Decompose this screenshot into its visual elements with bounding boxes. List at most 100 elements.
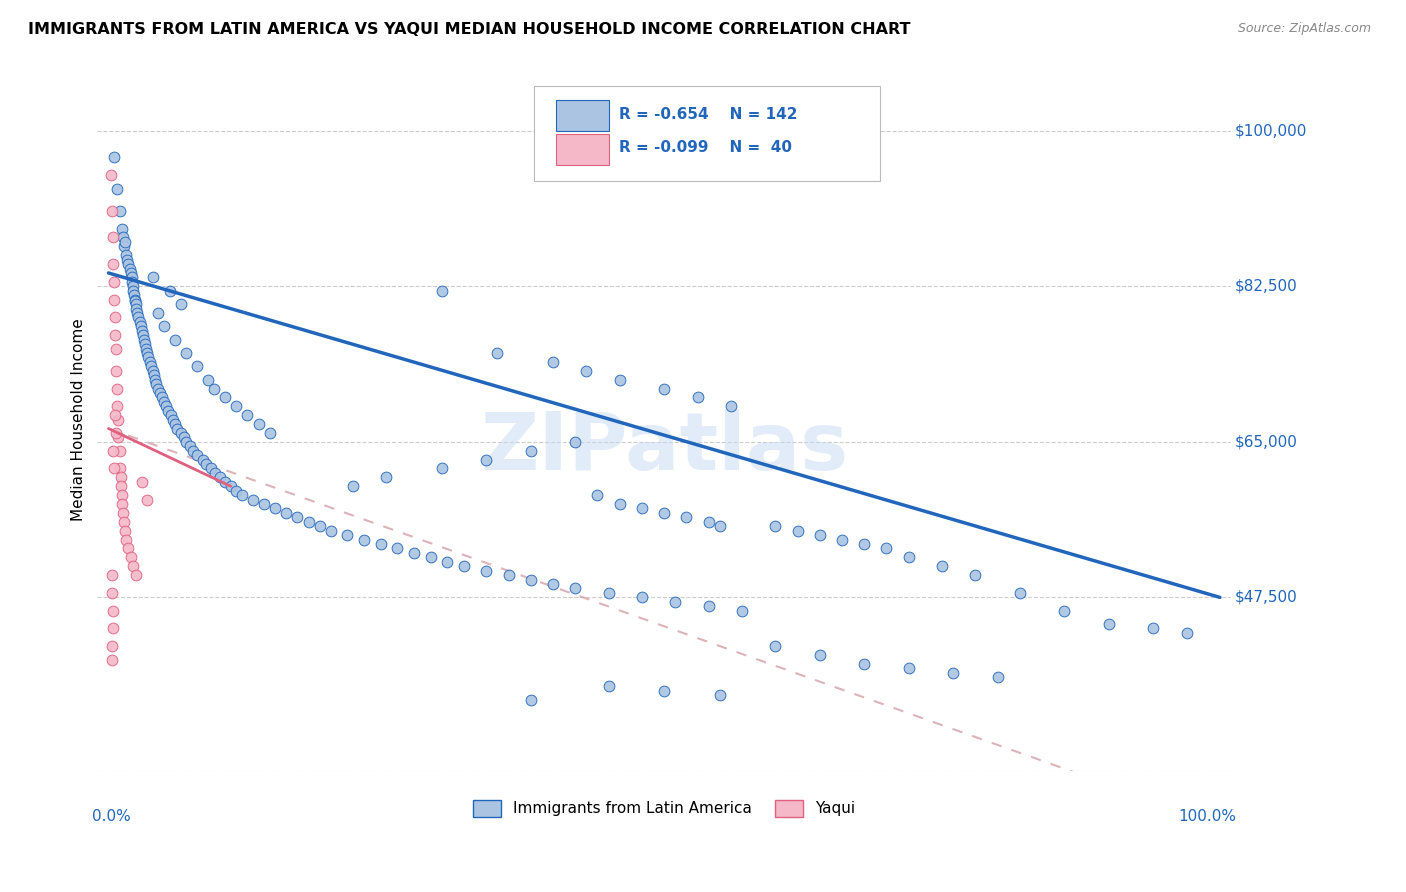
Point bbox=[586, 488, 609, 502]
Point bbox=[720, 399, 742, 413]
FancyBboxPatch shape bbox=[557, 134, 609, 165]
Point bbox=[100, 168, 122, 182]
Text: $47,500: $47,500 bbox=[1234, 590, 1298, 605]
Point bbox=[520, 692, 543, 706]
Point bbox=[104, 328, 127, 343]
Point bbox=[159, 284, 181, 298]
Point bbox=[103, 275, 125, 289]
Point bbox=[225, 399, 247, 413]
Point bbox=[808, 528, 831, 542]
Point bbox=[105, 399, 128, 413]
Point bbox=[1008, 586, 1031, 600]
Point bbox=[475, 564, 498, 578]
Point bbox=[200, 461, 222, 475]
Text: 0.0%: 0.0% bbox=[91, 809, 131, 824]
Point bbox=[150, 391, 173, 405]
Point bbox=[1053, 604, 1076, 618]
Point bbox=[675, 510, 697, 524]
Point bbox=[197, 373, 219, 387]
Point bbox=[101, 443, 124, 458]
Text: R = -0.099    N =  40: R = -0.099 N = 40 bbox=[619, 140, 792, 155]
Point bbox=[107, 412, 129, 426]
Point bbox=[541, 355, 564, 369]
Point bbox=[110, 479, 132, 493]
Point bbox=[1142, 622, 1164, 636]
Point bbox=[264, 501, 287, 516]
Point bbox=[520, 443, 543, 458]
Point bbox=[709, 688, 731, 702]
Point bbox=[353, 533, 375, 547]
Point bbox=[153, 319, 176, 334]
Text: 100.0%: 100.0% bbox=[1178, 809, 1237, 824]
Point bbox=[375, 470, 398, 484]
Text: $82,500: $82,500 bbox=[1234, 279, 1298, 293]
Point bbox=[214, 391, 236, 405]
Point bbox=[131, 475, 153, 489]
Point bbox=[108, 203, 131, 218]
Point bbox=[831, 533, 853, 547]
Point bbox=[631, 501, 654, 516]
Point bbox=[853, 657, 876, 671]
Point bbox=[598, 679, 620, 693]
Point bbox=[214, 475, 236, 489]
Point bbox=[128, 315, 150, 329]
Point bbox=[121, 270, 143, 285]
Point bbox=[173, 430, 195, 444]
Point bbox=[148, 306, 170, 320]
Point bbox=[786, 524, 808, 538]
Point bbox=[242, 492, 264, 507]
Point bbox=[697, 599, 720, 614]
Point bbox=[430, 284, 453, 298]
Point bbox=[149, 386, 172, 401]
Point bbox=[186, 359, 208, 374]
Point bbox=[121, 275, 143, 289]
Point bbox=[498, 568, 520, 582]
Point bbox=[117, 257, 139, 271]
Point bbox=[664, 595, 686, 609]
Point bbox=[336, 528, 359, 542]
Point bbox=[897, 550, 920, 565]
Point bbox=[111, 221, 134, 235]
Point bbox=[174, 434, 197, 449]
Point bbox=[253, 497, 276, 511]
Point bbox=[101, 568, 124, 582]
Point bbox=[135, 342, 157, 356]
FancyBboxPatch shape bbox=[557, 100, 609, 131]
Point bbox=[117, 252, 139, 267]
Point bbox=[195, 457, 218, 471]
Point bbox=[105, 364, 128, 378]
Point bbox=[148, 382, 170, 396]
Y-axis label: Median Household Income: Median Household Income bbox=[72, 318, 86, 521]
Point bbox=[101, 230, 124, 244]
Point bbox=[142, 364, 165, 378]
Point bbox=[101, 652, 124, 666]
Point bbox=[430, 461, 453, 475]
Point bbox=[942, 665, 965, 680]
Point bbox=[138, 355, 160, 369]
Point bbox=[125, 297, 148, 311]
Point bbox=[236, 408, 259, 422]
Point bbox=[162, 412, 184, 426]
Point bbox=[564, 434, 586, 449]
Point bbox=[129, 319, 152, 334]
Point bbox=[486, 346, 509, 360]
Point bbox=[114, 235, 136, 249]
Point bbox=[124, 294, 146, 309]
Text: R = -0.654    N = 142: R = -0.654 N = 142 bbox=[619, 107, 797, 121]
Point bbox=[204, 466, 226, 480]
Point bbox=[853, 537, 876, 551]
Point bbox=[520, 573, 543, 587]
Point bbox=[575, 364, 598, 378]
Point bbox=[259, 425, 281, 440]
Point bbox=[202, 382, 225, 396]
Point bbox=[103, 293, 125, 307]
Point bbox=[453, 559, 475, 574]
Point bbox=[208, 470, 231, 484]
Point bbox=[247, 417, 270, 431]
Text: $100,000: $100,000 bbox=[1234, 123, 1306, 138]
Point bbox=[157, 403, 180, 417]
Point bbox=[139, 359, 162, 374]
Point bbox=[179, 439, 201, 453]
Point bbox=[342, 479, 364, 493]
Point bbox=[652, 506, 675, 520]
